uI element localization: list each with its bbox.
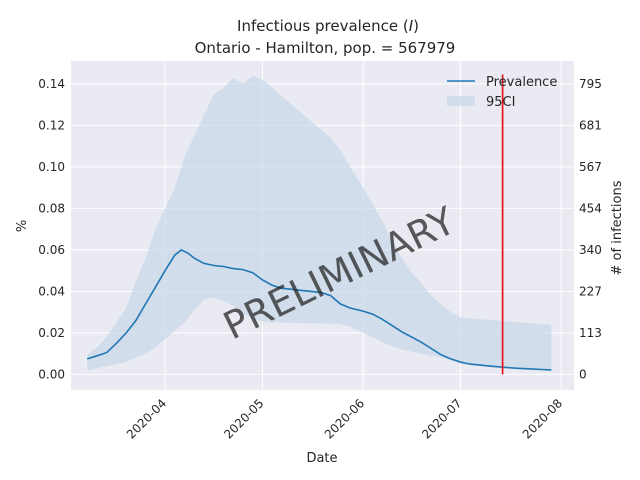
y-tick-label: 0.14 (38, 77, 65, 91)
legend: Prevalence 95CI (447, 75, 557, 110)
x-tick-label: 2020-04 (124, 396, 169, 441)
y-tick-label: 0.00 (38, 367, 65, 381)
legend-ci-label: 95CI (486, 95, 515, 110)
y-tick-label: 0.10 (38, 160, 65, 174)
y2-tick-label: 0 (579, 367, 587, 381)
y2-tick-label: 340 (579, 243, 602, 257)
y2-tick-label: 567 (579, 160, 602, 174)
y2-axis-ticks: 0 113 227 340 454 567 681 795 (579, 77, 602, 382)
y-tick-label: 0.08 (38, 201, 65, 215)
x-axis-ticks: 2020-04 2020-05 2020-06 2020-07 2020-08 (124, 396, 565, 441)
y2-tick-label: 227 (579, 284, 602, 298)
y-tick-label: 0.06 (38, 243, 65, 257)
prevalence-line (86, 248, 552, 371)
y2-tick-label: 454 (579, 201, 602, 215)
x-tick-label: 2020-07 (419, 396, 464, 441)
chart-title: Infectious prevalence (I) (237, 17, 419, 35)
y2-axis-label: # of infections (610, 180, 625, 275)
legend-prevalence-label: Prevalence (486, 75, 557, 90)
chart-subtitle: Ontario - Hamilton, pop. = 567979 (195, 39, 456, 57)
legend-ci-swatch (447, 96, 475, 106)
y-tick-label: 0.12 (38, 118, 65, 132)
y-tick-label: 0.04 (38, 284, 65, 298)
y2-tick-label: 113 (579, 326, 602, 340)
x-tick-label: 2020-08 (520, 396, 565, 441)
x-tick-label: 2020-06 (322, 396, 367, 441)
chart-title-close: ) (413, 17, 419, 35)
chart-title-variable: I (409, 17, 414, 35)
y-axis-label: % (15, 220, 30, 232)
y-axis-ticks: 0.00 0.02 0.04 0.06 0.08 0.10 0.12 0.14 (38, 77, 65, 382)
x-tick-label: 2020-05 (221, 396, 266, 441)
y2-tick-label: 795 (579, 77, 602, 91)
chart-title-main: Infectious prevalence ( (237, 17, 409, 35)
ci-band (87, 75, 552, 371)
x-axis-label: Date (306, 451, 337, 466)
y-tick-label: 0.02 (38, 326, 65, 340)
y2-tick-label: 681 (579, 118, 602, 132)
